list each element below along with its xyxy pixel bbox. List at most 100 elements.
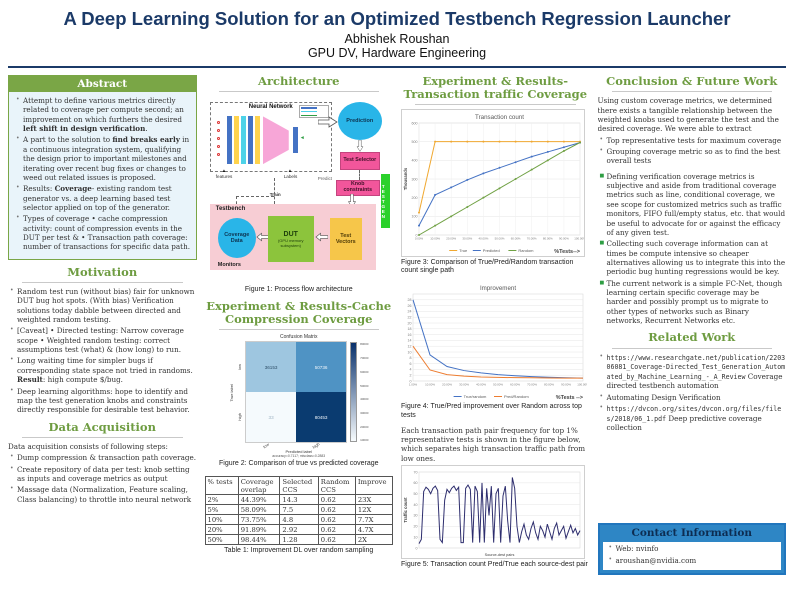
svg-text:6: 6 <box>410 362 412 366</box>
svg-text:40.00%: 40.00% <box>478 237 488 241</box>
table-cell: 1.28 <box>279 534 319 546</box>
svg-text:4: 4 <box>410 368 412 372</box>
abstract-bullet: Types of coverage • cache compression ac… <box>16 214 191 251</box>
transaction-section-heading: Experiment & Results-Transaction traffic… <box>403 75 588 102</box>
vectors-to-dut-arrow-icon <box>315 232 328 242</box>
abstract-box: Abstract Attempt to define various metri… <box>8 75 197 260</box>
figure3-caption: Figure 3: Comparison of True/Pred/Random… <box>401 258 574 275</box>
matrix-cell: 33 <box>246 392 297 443</box>
section-rule <box>611 91 772 93</box>
contact-box: Contact Information Web: nvinfo aroushan@… <box>597 523 786 575</box>
table1-caption: Table 1: Improvement DL over random samp… <box>224 547 374 555</box>
related-work-heading: Related Work <box>648 330 736 345</box>
predict-arrow-icon <box>317 116 338 128</box>
motivation-bullet: [Caveat] • Directed testing: Narrow cove… <box>10 326 197 354</box>
data-acquisition-intro: Data acquisition consists of following s… <box>8 441 168 451</box>
svg-text:50: 50 <box>414 492 418 496</box>
colorbar-tick: 10000 <box>360 438 369 443</box>
table-cell: 0.62 <box>317 494 356 506</box>
nn-output-arrow-icon: ◄ <box>299 135 305 142</box>
colorbar-tick: 30000 <box>360 410 369 415</box>
row-label: high <box>237 413 243 421</box>
related-work-item[interactable]: https://dvcon.org/sites/dvcon.org/files/… <box>600 404 787 432</box>
confusion-matrix-ylabel: True label <box>229 383 235 402</box>
svg-text:80.00%: 80.00% <box>544 383 554 387</box>
table-cell: 2X <box>354 534 393 546</box>
colorbar-tick: 60000 <box>360 369 369 374</box>
matrix-cell: 36153 <box>246 342 297 393</box>
conclusion-bullet: Grouping coverage metric so as to find t… <box>600 147 787 166</box>
table-cell: 7.7X <box>354 514 393 526</box>
figure2-caption: Figure 2: Comparison of true vs predicte… <box>218 460 379 468</box>
related-work-item[interactable]: https://www.researchgate.net/publication… <box>600 353 787 391</box>
cache-section-heading: Experiment & Results-Cache Compression C… <box>206 298 392 327</box>
table-cell: 2% <box>204 494 239 506</box>
poster-header: A Deep Learning Solution for an Optimize… <box>8 8 786 68</box>
svg-text:10.00%: 10.00% <box>430 237 440 241</box>
data-acquisition-bullet: Create repository of data per test: knob… <box>10 465 197 484</box>
svg-text:50.00%: 50.00% <box>493 383 503 387</box>
figure5-chart: 0 10 20 30 40 50 60 70 Traffic count Source-dest … <box>401 465 585 560</box>
monitors-label: Monitors <box>217 262 241 269</box>
nn-input-node <box>216 145 220 149</box>
table-cell: 14.3 <box>279 494 319 506</box>
svg-text:22: 22 <box>408 316 412 320</box>
chart-canvas: 0 100 200 300 400 500 600 0.00% 10.00% 20.00% 30.0… <box>402 110 584 255</box>
figure5-caption: Figure 5: Transaction count Pred/True ea… <box>401 561 588 569</box>
confusion-matrix-xlabel: Predicted label <box>285 449 312 455</box>
down-arrow-icon <box>356 140 364 153</box>
svg-text:70: 70 <box>414 470 418 474</box>
nn-input-node <box>216 137 220 141</box>
svg-text:16: 16 <box>408 333 412 337</box>
motivation-bullet: Random test run (without bias) fair for … <box>10 287 197 324</box>
section-rule <box>218 91 379 93</box>
section-rule <box>22 436 183 438</box>
svg-text:True/random: True/random <box>464 394 487 399</box>
nn-mini-legend <box>298 105 329 119</box>
train-path <box>235 196 274 198</box>
table-cell: 4.7X <box>354 524 393 536</box>
figure1-architecture-diagram: Neural Network ◄ <box>208 96 390 284</box>
svg-text:10: 10 <box>414 535 418 539</box>
data-acquisition-heading: Data Acquisition <box>48 419 156 434</box>
motivation-bullet: Long waiting time for simpler bugs if co… <box>10 356 197 384</box>
abstract-bullet: Attempt to define various metrics direct… <box>16 96 191 133</box>
future-work-bullet: Defining verification coverage metrics i… <box>600 172 787 238</box>
svg-text:70.00%: 70.00% <box>527 237 537 241</box>
contact-list: Web: nvinfo aroushan@nvidia.com <box>607 544 778 565</box>
testbench-box: Testbench Coverage Data DUT (GPU memory … <box>209 204 376 271</box>
test-selector-box: Test Selector <box>339 152 380 171</box>
table-cell: 91.89% <box>237 524 281 536</box>
table-cell: 5% <box>204 504 239 516</box>
svg-text:Improvement: Improvement <box>480 285 516 292</box>
architecture-heading: Architecture <box>258 75 340 88</box>
table-header: Improve <box>354 476 393 496</box>
svg-text:14: 14 <box>408 339 412 343</box>
svg-text:True: True <box>459 248 468 253</box>
svg-text:30.00%: 30.00% <box>459 383 469 387</box>
svg-text:Transaction count: Transaction count <box>475 114 524 121</box>
confusion-matrix-col-labels: low high <box>241 442 341 450</box>
conclusion-list: Top representative tests for maximum cov… <box>598 136 787 168</box>
section-rule <box>611 347 772 349</box>
confusion-matrix-row-labels: low high <box>237 342 242 442</box>
author: Abhishek Roushan <box>344 32 450 46</box>
nn-input-node <box>216 153 220 157</box>
motivation-list: Random test run (without bias) fair for … <box>8 287 197 417</box>
svg-text:40.00%: 40.00% <box>476 383 486 387</box>
confusion-matrix-title: Confusion Matrix <box>279 334 318 341</box>
train-label: Train <box>269 192 281 198</box>
coverage-data-label: Coverage Data <box>224 232 250 245</box>
svg-text:300: 300 <box>412 178 418 182</box>
svg-text:100.00%: 100.00% <box>577 383 587 387</box>
nn-layer-bar <box>226 116 232 165</box>
table-cell: 12X <box>354 504 393 516</box>
test-vectors-label: Test Vectors <box>335 233 356 246</box>
neural-network-box: Neural Network ◄ <box>209 102 332 173</box>
figure4-caption: Figure 4: True/Pred improvement over Ran… <box>401 403 582 419</box>
table-row: 10% 73.75% 4.8 0.62 7.7X <box>204 514 393 526</box>
table-cell: 50% <box>204 534 239 546</box>
table-row: 2% 44.39% 14.3 0.62 23X <box>204 494 393 506</box>
colorbar-ticks: 80000 70000 60000 50000 40000 30000 20000 10000 <box>360 342 368 442</box>
svg-text:0: 0 <box>410 379 412 383</box>
